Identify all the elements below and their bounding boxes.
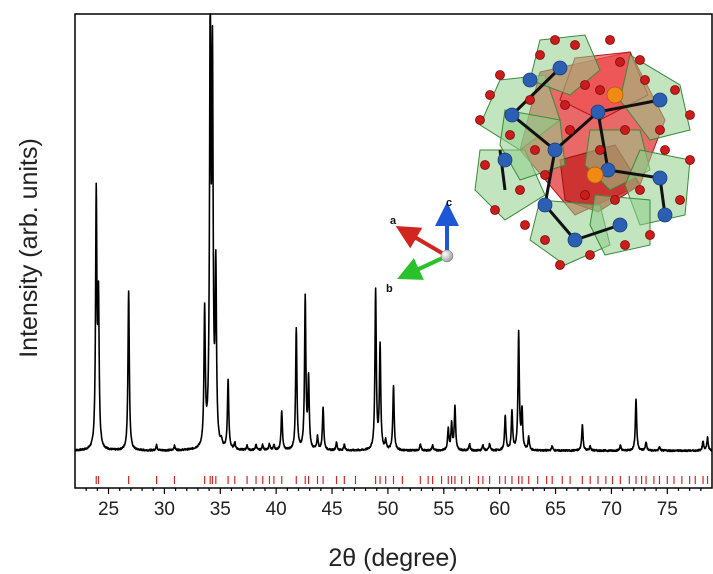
bond bbox=[596, 111, 610, 171]
x-tick-label: 70 bbox=[601, 499, 622, 520]
b-site-atom bbox=[652, 92, 668, 108]
oxygen-atom bbox=[515, 185, 525, 195]
b-site-atom bbox=[522, 72, 538, 88]
x-tick-label: 35 bbox=[210, 499, 231, 520]
crystal-structure-inset bbox=[474, 34, 695, 270]
bond bbox=[574, 223, 621, 242]
oxygen-atom bbox=[490, 205, 500, 215]
oxygen-atom bbox=[655, 125, 665, 135]
plot-frame bbox=[74, 13, 713, 489]
oxygen-atom bbox=[615, 57, 625, 67]
x-tick-label: 60 bbox=[489, 499, 510, 520]
b-site-atom bbox=[567, 232, 583, 248]
b-site-atom bbox=[504, 107, 520, 123]
a-site-atom bbox=[606, 86, 624, 104]
bond bbox=[511, 113, 556, 152]
bonds-layer bbox=[498, 66, 667, 242]
bond bbox=[543, 204, 577, 241]
oxygen-atom bbox=[505, 130, 515, 140]
x-tick-label: 45 bbox=[321, 499, 342, 520]
x-tick-label: 65 bbox=[545, 499, 566, 520]
x-tick-label: 55 bbox=[433, 499, 454, 520]
axes-origin bbox=[440, 249, 454, 263]
oxygen-atom bbox=[480, 160, 490, 170]
b-site-atom bbox=[657, 207, 673, 223]
b-site-atom bbox=[497, 152, 513, 168]
b-site-atom bbox=[612, 217, 628, 233]
oxygen-atom bbox=[595, 85, 605, 95]
oxygen-atom bbox=[475, 115, 485, 125]
oxygen-atom bbox=[585, 250, 595, 260]
x-tick-label: 40 bbox=[266, 499, 287, 520]
diffraction-pattern bbox=[74, 13, 713, 453]
axis-b-label: b bbox=[386, 283, 393, 295]
oxygen-atom bbox=[685, 155, 695, 165]
axis-b-arrow bbox=[397, 254, 448, 280]
b-site-atom bbox=[652, 170, 668, 186]
bond bbox=[510, 66, 562, 117]
b-site-atom bbox=[590, 104, 606, 120]
oxygen-atom bbox=[485, 90, 495, 100]
x-axis-title: 2θ (degree) bbox=[328, 544, 457, 572]
bond bbox=[554, 110, 599, 152]
oxygen-atom bbox=[540, 170, 550, 180]
oxygen-atom bbox=[635, 185, 645, 195]
x-tick-label: 25 bbox=[98, 499, 119, 520]
axis-a-label: a bbox=[390, 215, 397, 227]
a-site-atom bbox=[586, 166, 604, 184]
oxygen-atom bbox=[675, 195, 685, 205]
oxygen-atom bbox=[550, 35, 560, 45]
oxygen-atom bbox=[535, 50, 545, 60]
reflection-markers bbox=[95, 476, 709, 484]
axis-c-label: c bbox=[446, 197, 452, 209]
x-tick-label: 50 bbox=[377, 499, 398, 520]
oxygen-atom bbox=[560, 100, 570, 110]
oxygen-atom bbox=[640, 75, 650, 85]
oxygen-atom bbox=[530, 145, 540, 155]
oxygen-atom bbox=[580, 80, 590, 90]
oxygen-atom bbox=[595, 145, 605, 155]
x-axis-ticks: 25 30 35 40 45 50 55 60 65 70 75 bbox=[85, 488, 702, 520]
x-tick-label: 30 bbox=[154, 499, 175, 520]
oxygen-atom bbox=[495, 70, 505, 80]
oxygen-atom bbox=[670, 85, 680, 95]
bond bbox=[543, 149, 557, 206]
oxygen-atom bbox=[565, 125, 575, 135]
oxygen-atom bbox=[540, 235, 550, 245]
oxygen-atom bbox=[555, 260, 565, 270]
axis-a-arrow bbox=[395, 225, 449, 258]
oxygen-atom bbox=[580, 190, 590, 200]
oxygen-atom bbox=[620, 125, 630, 135]
bond bbox=[597, 98, 661, 114]
oxygen-atom bbox=[570, 40, 580, 50]
oxygen-atom bbox=[685, 110, 695, 120]
oxygen-atom bbox=[635, 55, 645, 65]
atoms-layer bbox=[475, 35, 695, 270]
b-site-atom bbox=[537, 197, 553, 213]
b-site-atom bbox=[547, 142, 563, 158]
crystal-axes-indicator: a b c bbox=[386, 197, 459, 295]
oxygen-atom bbox=[610, 195, 620, 205]
oxygen-atom bbox=[645, 230, 655, 240]
oxygen-atom bbox=[520, 220, 530, 230]
y-axis-title: Intensity (arb. units) bbox=[15, 138, 43, 358]
x-tick-label: 75 bbox=[657, 499, 678, 520]
oxygen-atom bbox=[660, 145, 670, 155]
oxygen-atom bbox=[605, 35, 615, 45]
bond bbox=[607, 168, 661, 180]
oxygen-atom bbox=[620, 240, 630, 250]
oxygen-atom bbox=[525, 95, 535, 105]
b-site-atom bbox=[552, 60, 568, 76]
